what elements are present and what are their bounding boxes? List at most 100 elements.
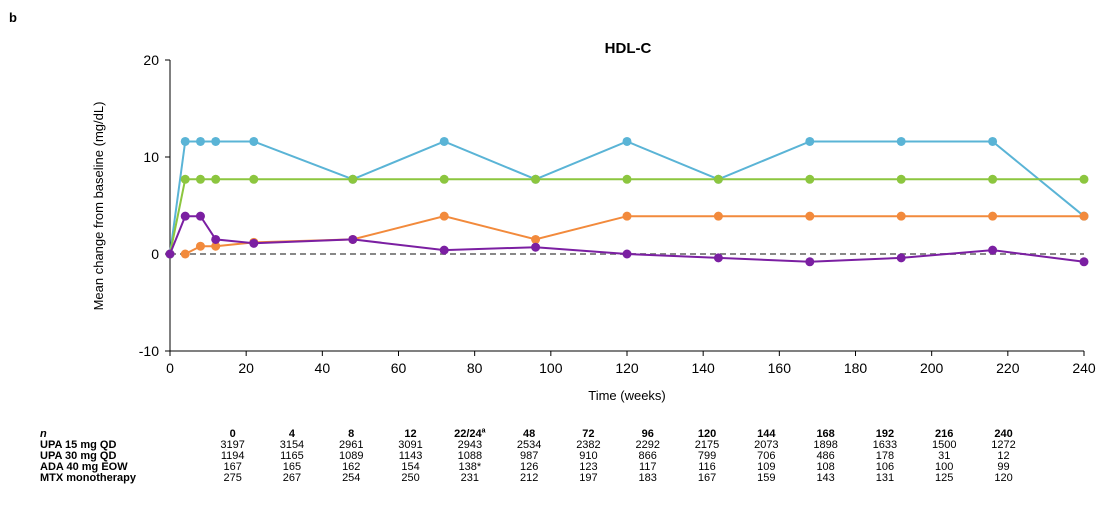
n-table-column-header: 4	[288, 428, 295, 440]
series-1-point	[439, 136, 449, 146]
footnote-marker: a	[481, 427, 486, 435]
n-table-cell: 275	[223, 472, 242, 484]
n-table-cell: 1194	[220, 450, 245, 462]
series-2-point	[805, 174, 815, 184]
n-table-cell: 125	[935, 472, 954, 484]
series-3-point	[805, 211, 815, 221]
n-table-column-header: 144	[757, 428, 776, 440]
n-table-cell: 165	[282, 461, 302, 473]
x-tick-label: 40	[315, 360, 331, 376]
n-table-cell: 254	[342, 472, 361, 484]
x-tick-label: 60	[391, 360, 407, 376]
n-table-cell: 120	[994, 472, 1013, 484]
x-tick-label: 180	[844, 360, 868, 376]
x-tick-label: 0	[166, 360, 174, 376]
n-table-cell: 1633	[872, 439, 898, 451]
n-at-risk-table: n 0 4 8 12 22/24a 48 72 96 120 144 168 192 216 240 UPA …	[40, 427, 1033, 484]
series-2-point	[439, 174, 449, 184]
n-table-cell: 162	[342, 461, 361, 473]
n-table-cell: 486	[816, 450, 835, 462]
n-table-row-label: ADA 40 mg EOW	[40, 461, 128, 473]
series-1-point	[180, 136, 190, 146]
series-2-point	[1079, 174, 1089, 184]
n-table-cell: 267	[282, 472, 302, 484]
series-2-point	[249, 174, 259, 184]
n-table-row: MTX monotherapy 275 267 254 250 231 212 197 183 1…	[40, 473, 1033, 484]
x-tick-label: 240	[1072, 360, 1096, 376]
n-table-cell: 126	[519, 461, 539, 473]
n-table-cell: 2175	[694, 439, 720, 451]
x-tick-label: 80	[467, 360, 483, 376]
n-table-cell: 100	[935, 461, 954, 473]
series-4-point	[531, 242, 541, 252]
n-table-cell: 3091	[398, 439, 423, 451]
series-4-point	[439, 245, 449, 255]
n-table-cell: 183	[638, 472, 657, 484]
n-table-column-header: 192	[875, 428, 895, 440]
n-table-cell: 910	[579, 450, 598, 462]
n-table-column-header: 22/24a	[454, 427, 486, 440]
n-table-column-header: 8	[348, 428, 355, 440]
series-3-point	[180, 249, 190, 259]
n-table-column-header: 168	[816, 428, 835, 440]
n-table-cell: 799	[697, 450, 717, 462]
n-table-cell: 116	[698, 461, 716, 473]
n-table-row: ADA 40 mg EOW 167 165 162 154 138* 126 123 117 11…	[40, 462, 1033, 473]
n-table-cell: 212	[519, 472, 539, 484]
series-3-point	[1079, 211, 1089, 221]
x-tick-label: 200	[920, 360, 944, 376]
series-4-point	[165, 249, 175, 259]
series-2-point	[348, 174, 358, 184]
n-table-cell: 167	[223, 461, 242, 473]
n-table-cell: 154	[401, 461, 420, 473]
series-layer	[165, 136, 1089, 267]
x-tick-label: 100	[539, 360, 563, 376]
n-table-column-header: 240	[994, 428, 1013, 440]
n-table-row: UPA 30 mg QD 1194 1165 1089 1143 1088 987 910 86…	[40, 451, 1033, 462]
series-2-point	[988, 174, 998, 184]
n-table-cell: 2961	[339, 439, 364, 451]
n-table-cell: 117	[638, 461, 657, 473]
series-line-4	[169, 215, 1085, 263]
n-table-cell: 131	[875, 472, 895, 484]
series-4-point	[195, 211, 205, 221]
series-2-point	[713, 174, 723, 184]
n-table-cell: 866	[638, 450, 657, 462]
n-table-row-label: MTX monotherapy	[40, 472, 136, 484]
n-table-column-header: 72	[582, 428, 595, 440]
n-table-cell: 2534	[516, 439, 542, 451]
series-1-point	[805, 136, 815, 146]
n-table-cell: 1500	[931, 439, 957, 451]
x-tick-label: 140	[691, 360, 715, 376]
series-4-point	[622, 249, 632, 259]
n-table-row-label: UPA 15 mg QD	[40, 439, 117, 451]
n-table-row-label: UPA 30 mg QD	[40, 450, 117, 462]
series-3-point	[439, 211, 449, 221]
n-table-cell: 99	[997, 461, 1010, 473]
n-table-column-header: 120	[697, 428, 717, 440]
n-table-column-header: 96	[641, 428, 654, 440]
series-4-point	[896, 253, 906, 263]
n-table-cell: 108	[816, 461, 835, 473]
n-table-row: UPA 15 mg QD 3197 3154 2961 3091 2943 2534 2382…	[40, 440, 1033, 451]
n-table-cell: 123	[579, 461, 598, 473]
series-3-point	[896, 211, 906, 221]
n-table-cell: 167	[697, 472, 717, 484]
n-table-cell: 106	[875, 461, 895, 473]
n-table-column-header: 12	[404, 428, 417, 440]
n-table-cell: 1143	[398, 450, 423, 462]
n-table-cell: 31	[938, 450, 951, 462]
n-table-cell: 2943	[457, 439, 483, 451]
series-line-1	[169, 140, 1085, 255]
n-table-cell: 2073	[754, 439, 779, 451]
series-1-point	[249, 136, 259, 146]
n-table-cell: 178	[875, 450, 895, 462]
n-table-cell: 138*	[458, 461, 482, 473]
chart-title: HDL-C	[605, 40, 652, 57]
series-4-point	[180, 211, 190, 221]
series-1-point	[211, 136, 221, 146]
panel-label: b	[9, 10, 17, 25]
series-3-point	[622, 211, 632, 221]
n-table-cell: 1088	[457, 450, 483, 462]
